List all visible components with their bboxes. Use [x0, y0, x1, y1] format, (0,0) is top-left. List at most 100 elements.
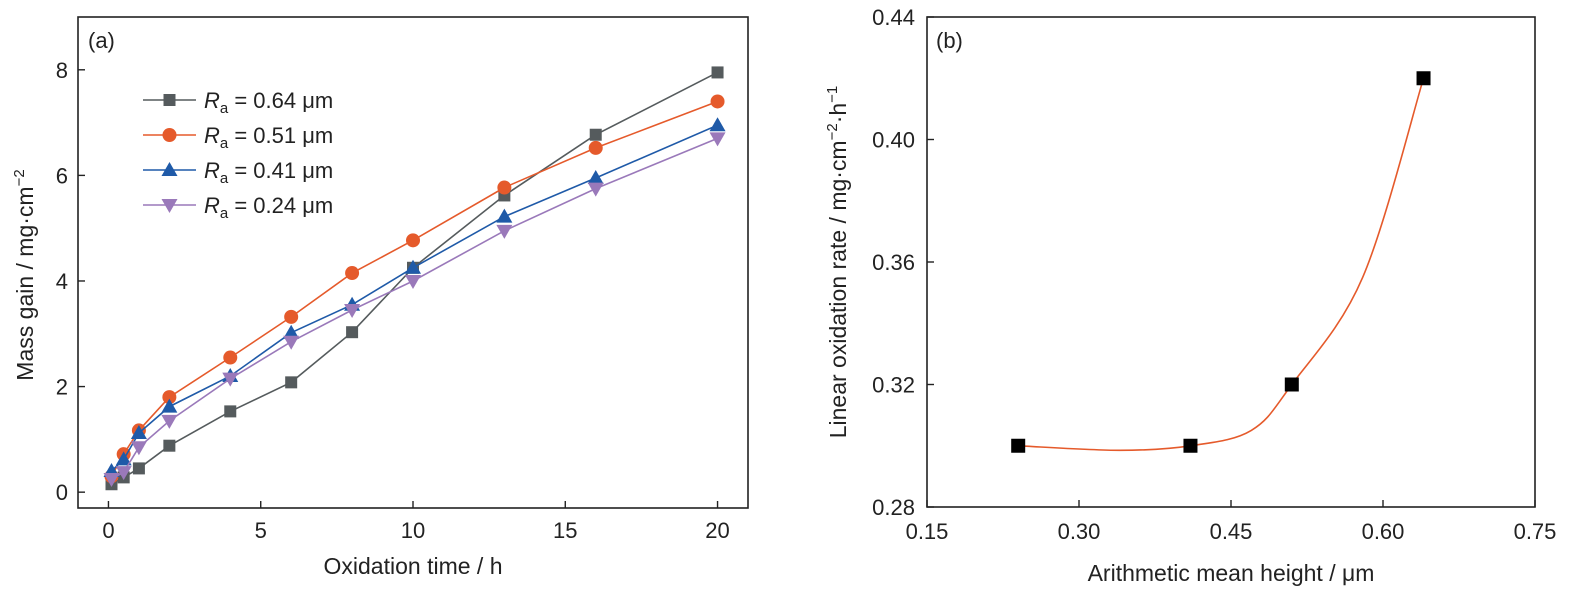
data-point	[222, 372, 239, 387]
panel-a-chart: 0 5 10 15 20 0 2 4 6 8 (a) Oxidation time / h Mas…	[11, 16, 749, 579]
data-point	[162, 390, 177, 405]
data-point	[283, 335, 300, 350]
x-tick-label: 0.30	[1058, 519, 1101, 544]
y-tick-label: 0.32	[872, 373, 915, 398]
panel-b-y-axis-label-mid: ·h	[825, 103, 851, 123]
data-point	[588, 140, 603, 155]
panel-a-label: (a)	[88, 28, 115, 53]
y-tick-label: 0.28	[872, 495, 915, 520]
panel-b-y-axis-label-sup2: −1	[824, 86, 841, 103]
data-point	[103, 472, 120, 487]
legend-label-value: = 0.51 μm	[228, 123, 333, 148]
data-point	[130, 425, 147, 440]
data-point	[1416, 71, 1431, 86]
data-point	[345, 266, 360, 281]
x-tick-label: 10	[401, 518, 425, 543]
data-point	[161, 398, 178, 413]
data-point	[709, 132, 726, 147]
data-point	[496, 224, 513, 239]
data-point	[405, 274, 421, 289]
data-point	[1011, 438, 1026, 453]
data-point	[224, 405, 237, 418]
data-point	[161, 414, 178, 429]
legend-marker	[163, 94, 176, 106]
legend-label: Ra = 0.64 μm	[204, 88, 333, 117]
legend-label-subscript: a	[220, 170, 229, 187]
x-tick-label: 20	[705, 518, 729, 543]
data-point	[406, 233, 420, 248]
panel-b-label: (b)	[936, 28, 963, 53]
x-tick-label: 0.15	[906, 519, 949, 544]
legend-label: Ra = 0.41 μm	[204, 158, 333, 187]
y-tick-label: 2	[56, 375, 68, 400]
legend-item-2: Ra = 0.41 μm	[143, 158, 333, 187]
panel-b-y-axis-label-sup1: −2	[824, 123, 841, 140]
series-1	[104, 94, 725, 484]
x-tick-label: 0.60	[1362, 519, 1405, 544]
legend-label-subscript: a	[220, 135, 229, 152]
x-tick-label: 0.75	[1514, 519, 1557, 544]
legend-label-symbol: R	[204, 88, 220, 113]
y-tick-label: 0	[56, 480, 68, 505]
y-tick-label: 0.36	[872, 250, 915, 275]
data-point	[1284, 377, 1299, 392]
panel-b-chart: 0.15 0.30 0.45 0.60 0.75 0.28 0.32 0.36 0.40 0.44…	[824, 5, 1556, 586]
panel-a-y-axis-label: Mass gain / mg·cm−2	[11, 169, 38, 380]
y-tick-label: 4	[56, 269, 68, 294]
data-point	[163, 439, 176, 452]
y-tick-label: 0.44	[872, 5, 915, 30]
series-3	[103, 132, 726, 487]
data-point	[1183, 438, 1198, 453]
legend-label-symbol: R	[204, 193, 220, 218]
legend-item-3: Ra = 0.24 μm	[143, 193, 333, 222]
legend-label-value: = 0.41 μm	[228, 158, 333, 183]
data-point	[283, 324, 300, 339]
panel-b-y-axis-label: Linear oxidation rate / mg·cm−2·h−1	[824, 86, 851, 439]
legend-marker	[162, 128, 177, 142]
x-tick-label: 0.45	[1210, 519, 1253, 544]
data-point	[709, 117, 726, 132]
legend-label: Ra = 0.51 μm	[204, 123, 333, 152]
panel-a-x-axis-label: Oxidation time / h	[324, 553, 503, 579]
panel-a-y-axis-label-sup: −2	[11, 169, 28, 186]
legend-label-value: = 0.64 μm	[228, 88, 333, 113]
legend-label-symbol: R	[204, 158, 220, 183]
series-2	[103, 117, 726, 478]
data-point	[710, 94, 725, 109]
panel-b-x-axis-label: Arithmetic mean height / μm	[1088, 560, 1375, 586]
y-tick-label: 6	[56, 163, 68, 188]
data-point	[497, 180, 512, 195]
legend-label-subscript: a	[220, 205, 229, 222]
fit-curve	[1018, 78, 1425, 452]
y-tick-label: 0.40	[872, 128, 915, 153]
series-line	[110, 100, 718, 477]
data-point	[496, 208, 513, 223]
panel-b-plot-frame	[926, 16, 1536, 508]
legend-marker	[161, 199, 178, 213]
data-point	[115, 466, 132, 481]
data-point	[285, 376, 298, 389]
data-point	[711, 66, 724, 79]
panel-b-y-axis-label-main: Linear oxidation rate / mg·cm	[825, 140, 851, 438]
data-point	[587, 182, 604, 197]
legend-item-1: Ra = 0.51 μm	[143, 123, 333, 152]
data-point	[346, 326, 359, 339]
series-line	[110, 124, 718, 472]
data-point	[284, 309, 299, 324]
legend-label-symbol: R	[204, 123, 220, 148]
legend-label-value: = 0.24 μm	[228, 193, 333, 218]
data-point	[587, 170, 604, 185]
panel-a-y-axis-label-main: Mass gain / mg·cm	[12, 186, 38, 380]
y-tick-label: 8	[56, 58, 68, 83]
legend-item-0: Ra = 0.64 μm	[143, 88, 333, 117]
data-point	[344, 304, 361, 319]
data-point	[132, 462, 145, 475]
legend-marker	[161, 162, 178, 176]
data-point	[115, 451, 132, 466]
data-point	[223, 350, 238, 365]
data-point	[589, 128, 602, 141]
x-tick-label: 15	[553, 518, 577, 543]
legend-label: Ra = 0.24 μm	[204, 193, 333, 222]
